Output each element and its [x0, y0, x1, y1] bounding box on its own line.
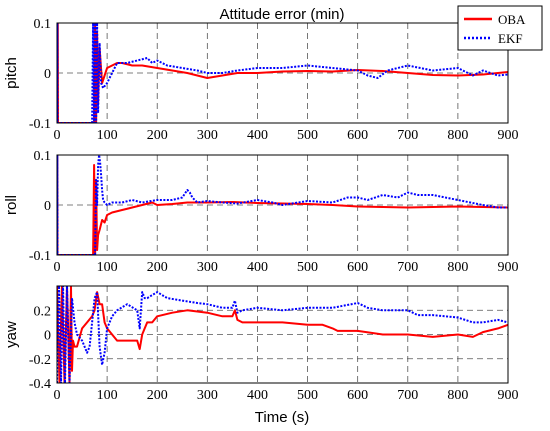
pitch-x-tick-label: 700: [397, 128, 418, 143]
yaw-x-tick-label: 900: [498, 388, 519, 403]
roll-x-tick-label: 100: [97, 260, 118, 275]
pitch-x-tick-label: 500: [297, 128, 318, 143]
roll-x-tick-label: 900: [498, 260, 519, 275]
pitch-x-tick-label: 300: [197, 128, 218, 143]
roll-axes-frame: [56, 154, 509, 256]
pitch-panel: 0 100 200 300 400 500 600 700 800 900-0.100.1pitc…: [3, 17, 519, 143]
chart-title: Attitude error (min): [219, 6, 344, 23]
roll-x-tick-label: 300: [197, 260, 218, 275]
yaw-y-tick-label: -0.4: [29, 377, 51, 392]
legend-ekf-label: EKF: [498, 31, 523, 46]
roll-x-tick-label: 200: [147, 260, 168, 275]
roll-x-tick-label: 700: [397, 260, 418, 275]
pitch-series-ekf-line: [57, 23, 508, 123]
yaw-x-tick-label: 400: [247, 388, 268, 403]
roll-series-oba-line: [57, 155, 508, 255]
yaw-y-tick-label: 0: [44, 329, 51, 344]
yaw-x-tick-label: 600: [347, 388, 368, 403]
yaw-series-ekf-line: [57, 286, 508, 383]
yaw-axes-frame: [56, 285, 509, 384]
yaw-y-tick-label: 0.2: [34, 304, 52, 319]
yaw-y-tick-label: -0.2: [29, 353, 51, 368]
yaw-x-tick-label: 0: [54, 388, 61, 403]
pitch-axes-frame: [56, 22, 509, 124]
yaw-x-tick-label: 500: [297, 388, 318, 403]
roll-series-ekf-line: [57, 155, 508, 255]
yaw-x-tick-label: 300: [197, 388, 218, 403]
roll-y-axis-label: roll: [3, 195, 20, 215]
pitch-x-tick-label: 200: [147, 128, 168, 143]
yaw-x-tick-label: 800: [447, 388, 468, 403]
yaw-series-oba-line: [57, 286, 508, 383]
roll-y-tick-label: 0: [44, 199, 51, 214]
pitch-x-tick-label: 400: [247, 128, 268, 143]
roll-x-tick-label: 500: [297, 260, 318, 275]
legend-box: [457, 5, 543, 51]
roll-x-tick-label: 400: [247, 260, 268, 275]
pitch-x-tick-label: 900: [498, 128, 519, 143]
pitch-x-tick-label: 0: [54, 128, 61, 143]
legend-oba-label: OBA: [498, 12, 526, 27]
x-axis-label: Time (s): [255, 409, 309, 426]
pitch-x-tick-label: 800: [447, 128, 468, 143]
pitch-y-axis-label: pitch: [3, 57, 20, 89]
roll-x-tick-label: 0: [54, 260, 61, 275]
pitch-y-tick-label: -0.1: [29, 117, 51, 132]
roll-x-tick-label: 600: [347, 260, 368, 275]
yaw-panel: 0 100 200 300 400 500 600 700 800 900 -0.4 -0.2 0 0.2…: [3, 285, 519, 403]
roll-y-tick-label: 0.1: [34, 149, 52, 164]
yaw-y-axis-label: yaw: [3, 321, 20, 348]
yaw-x-tick-label: 100: [97, 388, 118, 403]
pitch-x-tick-label: 600: [347, 128, 368, 143]
yaw-x-tick-label: 200: [147, 388, 168, 403]
roll-x-tick-label: 800: [447, 260, 468, 275]
pitch-y-tick-label: 0: [44, 67, 51, 82]
roll-y-tick-label: -0.1: [29, 249, 51, 264]
yaw-x-tick-label: 700: [397, 388, 418, 403]
chart-legend: OBA EKF: [457, 5, 543, 51]
pitch-y-tick-label: 0.1: [34, 17, 52, 32]
pitch-x-tick-label: 100: [97, 128, 118, 143]
